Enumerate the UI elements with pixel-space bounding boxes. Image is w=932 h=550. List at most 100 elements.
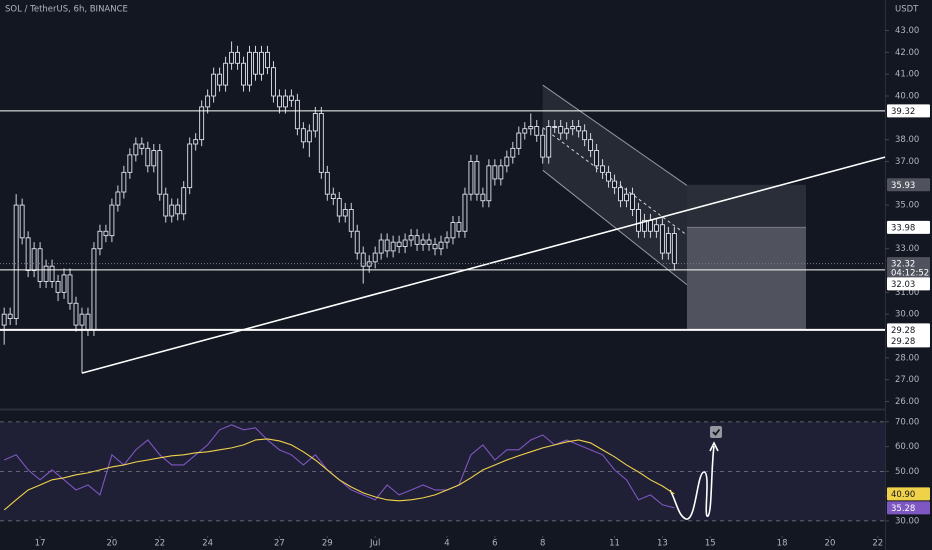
indicator-line <box>3 438 675 511</box>
candle-body <box>133 143 139 156</box>
y-tick-label: 41.00 <box>895 70 919 80</box>
hline-label: 32.03 <box>891 280 915 290</box>
candle-body <box>187 143 193 189</box>
y-tick-label: 43.00 <box>895 26 919 36</box>
candle-body <box>354 230 360 254</box>
check-icon <box>710 426 722 438</box>
candle-body <box>342 209 348 217</box>
candle-body <box>175 204 181 215</box>
y-tick-label: 31.00 <box>895 288 919 298</box>
candle-body <box>79 313 85 326</box>
candle-body <box>618 187 623 202</box>
candle-body <box>181 187 187 215</box>
candle-body <box>642 219 647 232</box>
candle-body <box>163 193 169 217</box>
candle-body <box>630 193 635 210</box>
candle-body <box>576 126 582 132</box>
candle-body <box>492 165 498 180</box>
candle-body <box>7 313 13 319</box>
candle-body <box>300 128 306 143</box>
target-label-box <box>887 178 930 192</box>
candle-body <box>271 67 276 97</box>
x-tick-label: 29 <box>322 539 333 549</box>
candle-body <box>259 51 264 75</box>
candle-body <box>450 222 456 239</box>
indicator-value-box <box>887 501 930 515</box>
candle-body <box>253 51 258 75</box>
candle-body <box>73 302 79 326</box>
x-tick-label: 22 <box>154 539 165 549</box>
candle-body <box>306 130 312 143</box>
candle-body <box>468 161 474 195</box>
candle-body <box>612 180 617 189</box>
last-price-box <box>887 257 930 280</box>
x-tick-label: 24 <box>202 539 213 549</box>
candle-body <box>456 222 462 232</box>
candle-body <box>390 241 396 252</box>
candle-body <box>217 73 223 86</box>
candle-body <box>486 165 492 202</box>
hline-label-box <box>887 104 930 118</box>
symbol-title: SOL / TetherUS, 6h, BINANCE <box>5 5 128 15</box>
y-tick-label: 35.00 <box>895 201 919 211</box>
x-tick-label: 20 <box>106 539 117 549</box>
candle-body <box>647 219 653 232</box>
candle-body <box>522 128 528 134</box>
y-tick-label: 28.00 <box>895 353 919 363</box>
candle-body <box>247 51 252 86</box>
candle-body <box>25 237 31 271</box>
candle-body <box>552 126 558 128</box>
hline-label: 29.28 <box>891 326 915 336</box>
y-tick-label: 40.00 <box>895 92 919 102</box>
candle-body <box>127 154 133 173</box>
candle-body <box>115 191 121 206</box>
candle-body <box>121 171 127 193</box>
indicator-value-label: 35.28 <box>891 504 915 514</box>
y-tick-label: 27.00 <box>895 375 919 385</box>
candle-body <box>31 248 37 271</box>
channel-upper <box>542 84 688 186</box>
candle-body <box>384 239 390 252</box>
x-tick-label: 4 <box>444 539 449 549</box>
y-tick-label: 30.00 <box>895 310 919 320</box>
x-tick-label: 6 <box>492 539 497 549</box>
candle-body <box>85 313 91 330</box>
candle-body <box>67 274 73 304</box>
candle-body <box>588 139 594 151</box>
indicator-value-box <box>887 487 930 501</box>
candle-body <box>360 252 366 267</box>
candle-body <box>241 62 246 86</box>
y-tick-label: 26.00 <box>895 397 919 407</box>
candle-body <box>402 239 408 247</box>
last-price-label: 32.32 <box>891 260 915 270</box>
x-tick-label: Jul <box>369 539 380 549</box>
channel-lower <box>542 169 688 286</box>
indicator-value-label: 40.90 <box>891 490 915 500</box>
candle-body <box>528 126 534 130</box>
stop-label-box <box>887 334 930 348</box>
x-tick-label: 13 <box>657 539 668 549</box>
candle-body <box>336 198 342 217</box>
candle-body <box>564 128 570 134</box>
countdown: 04:12:52 <box>891 269 929 279</box>
candle-body <box>396 241 402 247</box>
candle-body <box>659 224 665 254</box>
candle-body <box>444 237 450 243</box>
candle-body <box>103 230 109 237</box>
candle-body <box>570 126 576 130</box>
candle-body <box>534 126 540 136</box>
y-tick-label: 60.00 <box>895 442 919 452</box>
candle-body <box>288 95 294 101</box>
candle-body <box>432 243 438 250</box>
candle-body <box>653 224 659 232</box>
candle-body <box>282 95 288 108</box>
candle-body <box>600 165 606 173</box>
candle-body <box>540 134 546 158</box>
y-tick-label: 33.00 <box>895 244 919 254</box>
candle-body <box>229 51 235 64</box>
x-tick-label: 27 <box>274 539 285 549</box>
position-profit <box>686 184 807 228</box>
candle-body <box>265 51 270 69</box>
stop-label: 29.28 <box>891 337 915 347</box>
